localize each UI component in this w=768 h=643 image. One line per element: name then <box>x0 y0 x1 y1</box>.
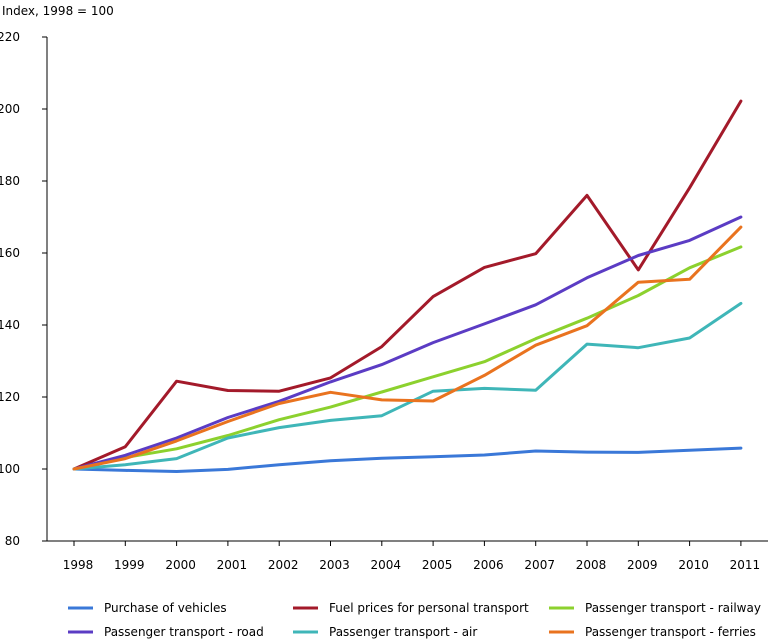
x-tick-label: 2011 <box>730 558 761 572</box>
y-tick-label: 120 <box>0 390 20 404</box>
series-group <box>72 99 743 473</box>
legend-item: Fuel prices for personal transport <box>293 601 529 615</box>
y-tick-label: 80 <box>5 534 20 548</box>
axes <box>46 37 768 542</box>
series-line-4 <box>72 215 743 471</box>
legend-item: Passenger transport - ferries <box>549 625 756 639</box>
y-tick-label: 100 <box>0 462 20 476</box>
y-tick-label: 160 <box>0 246 20 260</box>
x-tick-label: 2007 <box>524 558 555 572</box>
legend-label: Passenger transport - air <box>329 625 477 639</box>
x-tick-label: 1999 <box>114 558 145 572</box>
y-tick-label: 180 <box>0 174 20 188</box>
y-tick-label: 220 <box>0 30 20 44</box>
legend: Purchase of vehicles Fuel prices for pers… <box>68 601 761 639</box>
y-tick-label: 200 <box>0 102 20 116</box>
y-axis-ticks: 80 100 120 140 160 180 200 220 <box>0 30 47 548</box>
x-tick-label: 2004 <box>371 558 402 572</box>
x-tick-label: 2005 <box>422 558 453 572</box>
series-line-3 <box>72 245 743 471</box>
series-line-1 <box>72 446 743 473</box>
legend-label: Fuel prices for personal transport <box>329 601 529 615</box>
x-axis-ticks: 1998 1999 2000 2001 2002 2003 2004 2005 2006 2007… <box>63 541 760 572</box>
x-tick-label: 2006 <box>473 558 504 572</box>
series-line-5 <box>72 301 743 471</box>
series-line-6 <box>72 225 743 471</box>
x-tick-label: 1998 <box>63 558 94 572</box>
x-tick-label: 2003 <box>319 558 350 572</box>
legend-item: Passenger transport - railway <box>549 601 761 615</box>
legend-item: Passenger transport - air <box>293 625 477 639</box>
legend-label: Passenger transport - railway <box>585 601 761 615</box>
series-line-2 <box>72 99 743 471</box>
legend-item: Passenger transport - road <box>68 625 264 639</box>
y-axis-title: Index, 1998 = 100 <box>2 4 114 18</box>
legend-label: Passenger transport - ferries <box>585 625 756 639</box>
x-tick-label: 2001 <box>217 558 248 572</box>
x-tick-label: 2002 <box>268 558 299 572</box>
y-tick-label: 140 <box>0 318 20 332</box>
x-tick-label: 2010 <box>678 558 709 572</box>
legend-label: Purchase of vehicles <box>104 601 227 615</box>
x-tick-label: 2008 <box>576 558 607 572</box>
legend-item: Purchase of vehicles <box>68 601 227 615</box>
x-tick-label: 2009 <box>627 558 658 572</box>
x-tick-label: 2000 <box>165 558 196 572</box>
legend-label: Passenger transport - road <box>104 625 264 639</box>
